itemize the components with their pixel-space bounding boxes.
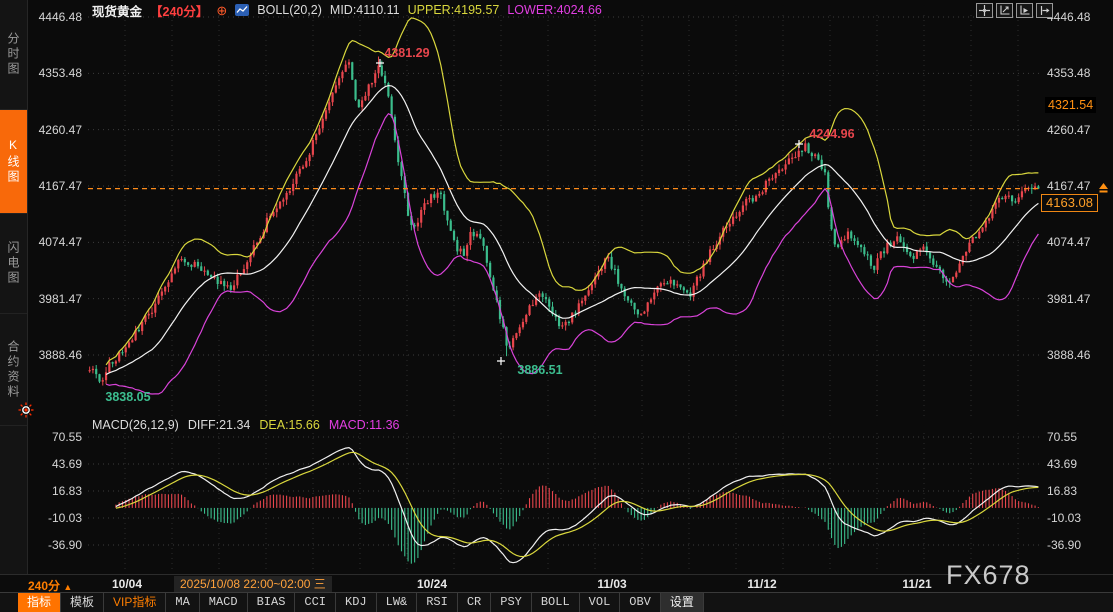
- toolbar-button-CR[interactable]: CR: [458, 593, 492, 612]
- toolbar-button-PSY[interactable]: PSY: [491, 593, 532, 612]
- price-tick-left: 3981.47: [38, 291, 82, 306]
- price-tick-right: 4260.47: [1047, 122, 1091, 137]
- toolbar-button-LW&[interactable]: LW&: [377, 593, 418, 612]
- sidebar-tab-4[interactable]: 合约资料: [0, 314, 27, 426]
- macd-tick-left: 70.55: [51, 430, 82, 444]
- boll-lower-value: LOWER:4024.66: [507, 3, 602, 17]
- toolbar-button-CCI[interactable]: CCI: [295, 593, 337, 612]
- boll-mid-value: MID:4110.11: [329, 3, 400, 17]
- macd-header: MACD(26,12,9) DIFF:21.34 DEA:15.66 MACD:…: [92, 418, 399, 432]
- toolbar-button-设置[interactable]: 设置: [660, 593, 704, 612]
- toolbar-button-指标[interactable]: 指标: [18, 593, 62, 612]
- axis-scale-icon[interactable]: [996, 3, 1013, 18]
- macd-tick-right: -10.03: [1047, 510, 1082, 525]
- macd-tick-left: 43.69: [51, 456, 82, 471]
- time-axis: 240分 ▲ 2025/10/08 22:00~02:00 三 10/04 10/…: [0, 574, 1113, 593]
- price-tick-left: 4074.47: [38, 235, 82, 250]
- price-up-arrow-icon: [1098, 181, 1109, 199]
- chart-type-icon: [235, 4, 250, 16]
- price-tick-right: 4074.47: [1047, 235, 1091, 250]
- alert-price-label: 4321.54: [1045, 97, 1097, 113]
- macd-dea-value: DEA:15.66: [259, 418, 320, 432]
- macd-tick-right: 70.55: [1047, 430, 1078, 444]
- macd-macd-value: MACD:11.36: [328, 418, 400, 432]
- price-tick-right: 3981.47: [1047, 291, 1091, 306]
- price-tick-left: 4167.47: [38, 179, 82, 193]
- macd-tick-right: -36.90: [1047, 538, 1082, 552]
- macd-canvas[interactable]: [88, 433, 1040, 573]
- main-chart-canvas[interactable]: 4381.29 4244.96 3886.51 3838.05: [88, 10, 1040, 420]
- price-tick-left: 4353.48: [38, 66, 82, 81]
- date-tick: 11/21: [902, 577, 932, 591]
- sidebar: 分时图 K线图 闪电图 合约资料: [0, 0, 34, 574]
- toolbar-button-MACD[interactable]: MACD: [200, 593, 248, 612]
- price-tick-right: 4353.48: [1047, 66, 1091, 81]
- toolbar-button-OBV[interactable]: OBV: [620, 593, 661, 612]
- indicator-toolbar: 指标 模板 VIP指标 MA MACD BIAS CCI KDJ LW& RSI CR PSY BOLL…: [0, 592, 1113, 612]
- date-tick: 10/04: [111, 577, 143, 591]
- price-tick-right: 3888.46: [1047, 348, 1091, 362]
- watermark: FX678: [946, 560, 1031, 590]
- price-annotation: 3838.05: [105, 390, 150, 404]
- macd-params: MACD(26,12,9): [92, 418, 179, 432]
- symbol-title: 现货黄金: [92, 4, 143, 19]
- session-range-label: 2025/10/08 22:00~02:00 三: [174, 576, 332, 592]
- price-tick-right: 4167.47: [1047, 179, 1091, 193]
- indicator-name: BOLL(20,2): [257, 3, 322, 17]
- macd-tick-right: 16.83: [1047, 483, 1078, 498]
- macd-tick-left: -10.03: [47, 510, 82, 525]
- pan-right-icon[interactable]: [1036, 3, 1053, 18]
- macd-tick-left: -36.90: [47, 538, 82, 552]
- axis-scroll-icon[interactable]: [1016, 3, 1033, 18]
- price-tick-left: 4446.48: [38, 10, 82, 24]
- macd-tick-right: 43.69: [1047, 456, 1078, 471]
- crosshair-icon[interactable]: [976, 3, 993, 18]
- date-tick: 11/12: [747, 577, 777, 591]
- period-badge[interactable]: 【240分】: [150, 4, 209, 19]
- price-annotation: 4381.29: [384, 46, 429, 60]
- sidebar-tab-3[interactable]: 闪电图: [0, 214, 27, 314]
- price-tick-left: 3888.46: [38, 348, 82, 362]
- toolbar-button-MA[interactable]: MA: [166, 593, 200, 612]
- price-tick-left: 4260.47: [38, 122, 82, 137]
- toolbar-button-RSI[interactable]: RSI: [417, 593, 458, 612]
- date-tick: 10/24: [416, 577, 448, 591]
- sidebar-tab-1[interactable]: 分时图: [0, 0, 27, 110]
- toolbar-button-BIAS[interactable]: BIAS: [248, 593, 296, 612]
- period-selector[interactable]: 240分 ▲: [28, 579, 73, 593]
- chart-header: 现货黄金 【240分】 ⊕ BOLL(20,2) MID:4110.11 UPP…: [92, 2, 602, 19]
- date-tick: 11/03: [597, 577, 627, 591]
- add-circle-icon[interactable]: ⊕: [216, 2, 228, 18]
- toolbar-button-BOLL[interactable]: BOLL: [532, 593, 580, 612]
- last-price-label: 4163.08: [1041, 194, 1098, 212]
- price-annotation: 3886.51: [517, 363, 562, 377]
- toolbar-button-模板[interactable]: 模板: [61, 593, 105, 612]
- toolbar-button-KDJ[interactable]: KDJ: [336, 593, 377, 612]
- price-annotation: 4244.96: [809, 127, 854, 141]
- chart-tool-buttons: [976, 3, 1053, 18]
- alert-indicator-icon[interactable]: [18, 402, 34, 418]
- macd-diff-value: DIFF:21.34: [187, 418, 251, 432]
- sidebar-tab-2[interactable]: K线图: [0, 110, 27, 214]
- toolbar-button-VOL[interactable]: VOL: [580, 593, 621, 612]
- price-tick-right: 4446.48: [1047, 10, 1091, 24]
- macd-tick-left: 16.83: [51, 483, 82, 498]
- toolbar-button-VIP指标[interactable]: VIP指标: [104, 593, 167, 612]
- boll-upper-value: UPPER:4195.57: [407, 3, 500, 17]
